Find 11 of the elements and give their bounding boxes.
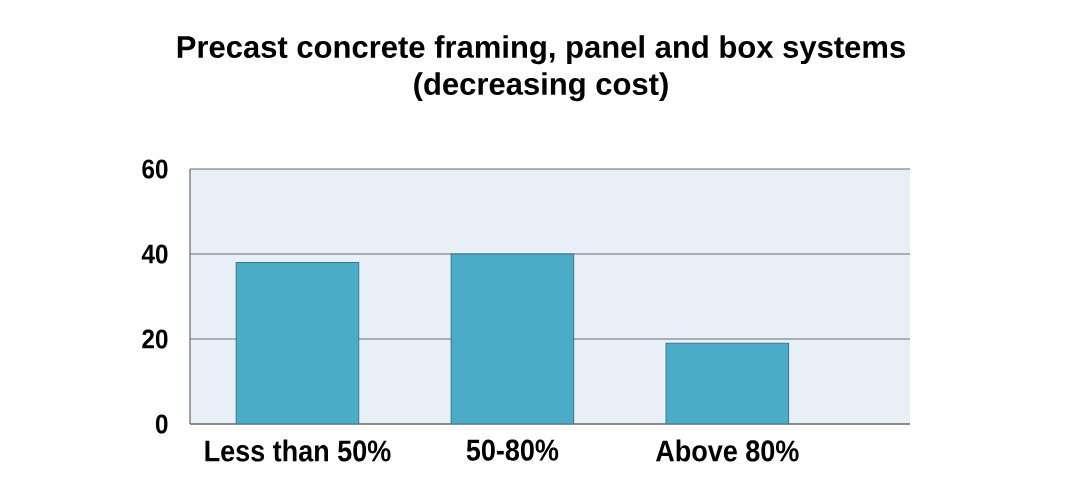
y-tick-label: 20 [142,329,168,349]
bar [450,253,575,424]
x-tick-label: Above 80% [655,439,799,462]
bar [665,342,790,424]
y-tick-label: 40 [141,244,168,264]
x-tick-label: Less than 50% [205,439,391,462]
chart-title: Precast concrete framing, panel and box systems (decreasing cost) [177,35,905,102]
bar [235,262,360,424]
y-tick-label: 60 [142,159,168,179]
y-tick-label: 0 [155,414,168,434]
x-tick-label: 50-80% [466,439,559,461]
